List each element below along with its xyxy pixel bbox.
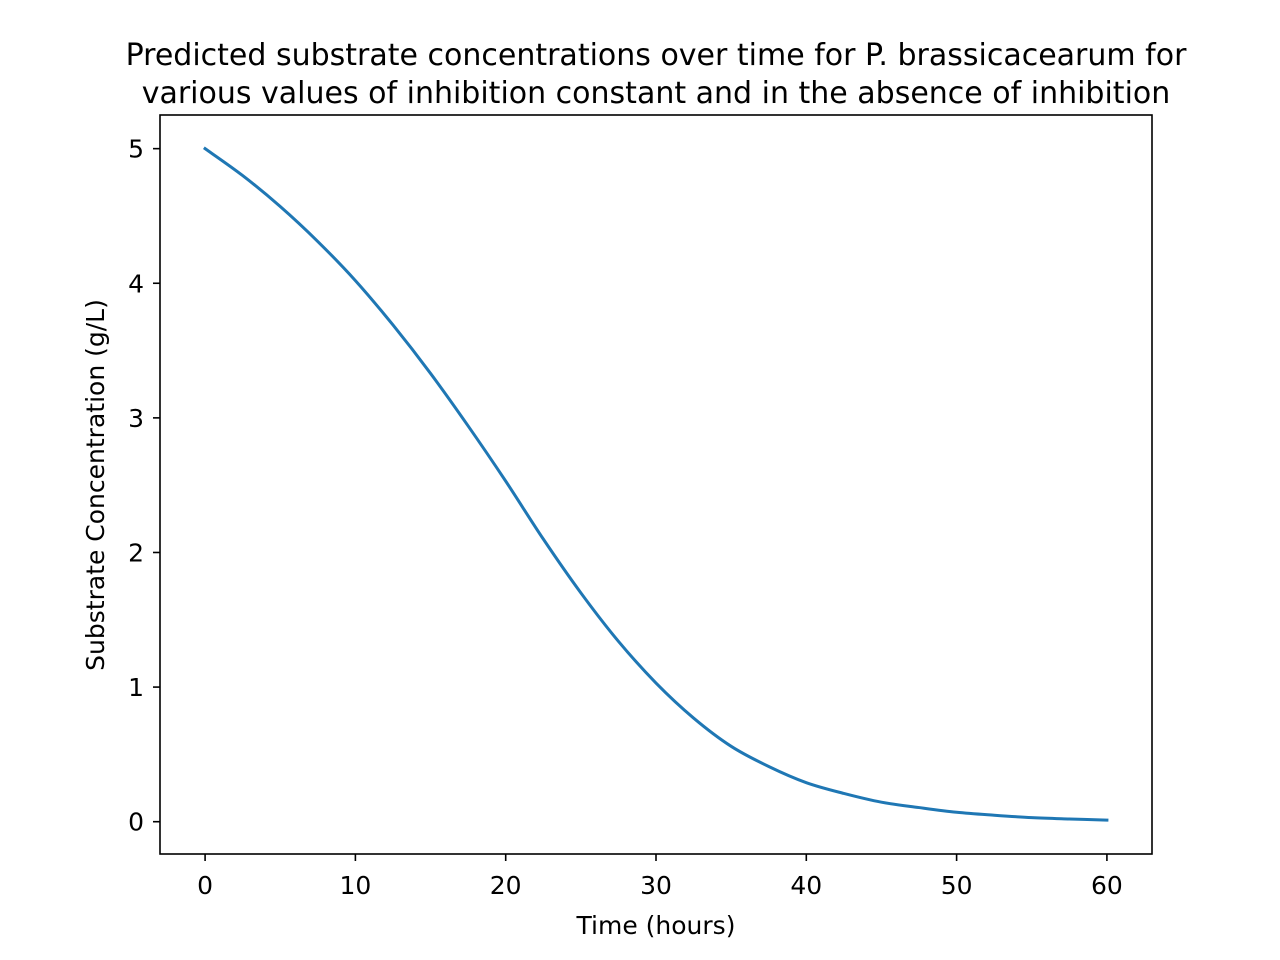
y-tick-label: 4	[128, 269, 144, 298]
series-line	[202, 146, 1109, 822]
chart-title-line-1: Predicted substrate concentrations over …	[126, 38, 1187, 73]
x-axis-label: Time (hours)	[576, 911, 736, 940]
x-tick-label: 30	[640, 871, 672, 900]
x-tick-label: 10	[339, 871, 371, 900]
x-axis: 0 10 20 30 40 50 60	[197, 854, 1123, 900]
y-axis: 0 1 2 3 4 5	[128, 135, 160, 837]
x-tick-label: 50	[941, 871, 973, 900]
x-tick-label: 0	[197, 871, 213, 900]
y-tick-label: 1	[128, 673, 144, 702]
y-tick-label: 3	[128, 404, 144, 433]
x-tick-label: 20	[490, 871, 522, 900]
x-tick-label: 60	[1091, 871, 1123, 900]
y-tick-label: 0	[128, 808, 144, 837]
y-tick-label: 5	[128, 135, 144, 164]
chart-title-line-2: various values of inhibition constant an…	[142, 76, 1171, 111]
y-tick-label: 2	[128, 538, 144, 567]
y-axis-label: Substrate Concentration (g/L)	[81, 299, 110, 671]
x-tick-label: 40	[790, 871, 822, 900]
